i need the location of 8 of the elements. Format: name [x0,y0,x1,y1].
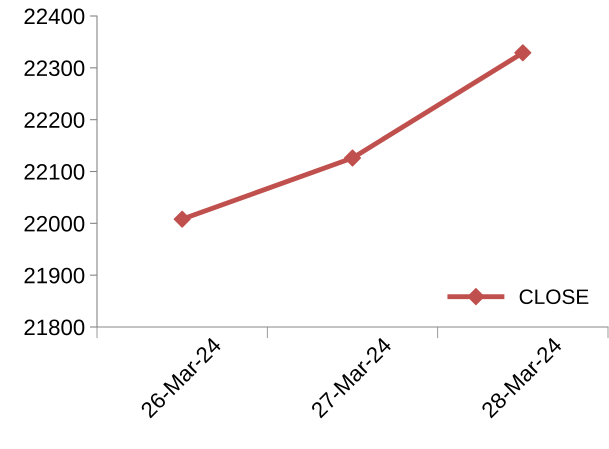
y-tick-label: 22100 [24,164,84,180]
y-tick-label: 22200 [24,112,84,128]
y-tick-label: 22300 [24,60,84,76]
legend-label: CLOSE [520,289,588,304]
y-tick-label: 21800 [24,320,84,336]
y-tick-label: 22000 [24,216,84,232]
y-tick-label: 22400 [24,8,84,24]
y-tick-label: 21900 [24,268,84,284]
